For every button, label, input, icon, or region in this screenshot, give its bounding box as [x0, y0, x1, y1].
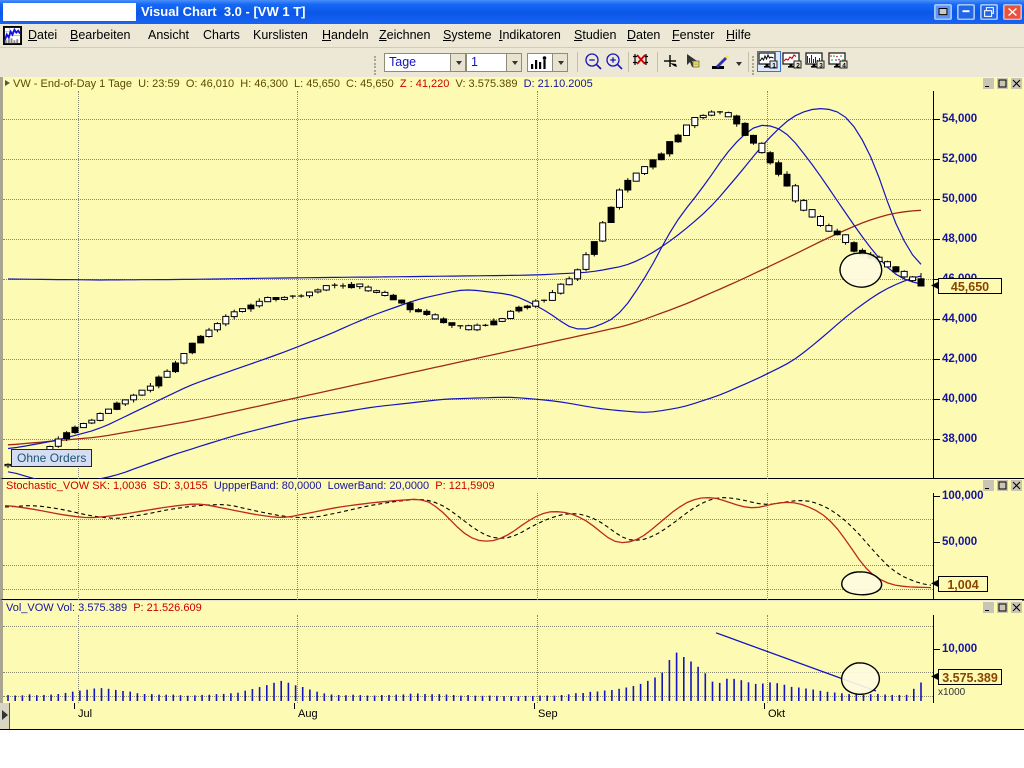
svg-text:3: 3 [819, 62, 823, 69]
svg-text:4: 4 [842, 62, 846, 69]
svg-text:1: 1 [772, 62, 776, 69]
svg-text:2: 2 [796, 62, 800, 69]
